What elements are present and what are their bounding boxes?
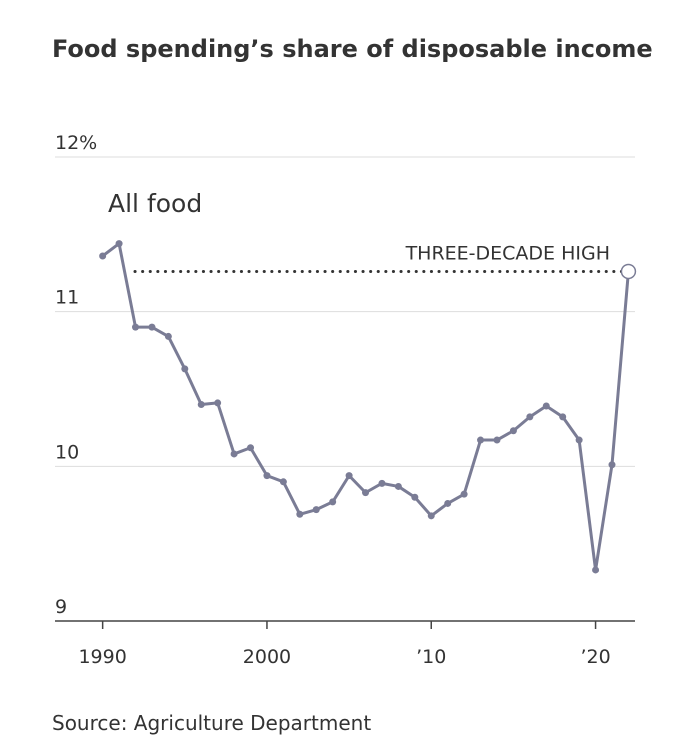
point — [592, 566, 600, 574]
point — [312, 506, 320, 514]
point — [509, 427, 517, 435]
source: Source: Agriculture Department — [52, 711, 371, 735]
point — [362, 489, 370, 497]
point — [329, 498, 337, 506]
point — [575, 436, 583, 444]
point — [115, 240, 123, 248]
point — [164, 332, 172, 340]
point — [148, 323, 156, 331]
point — [378, 479, 386, 487]
point — [411, 493, 419, 501]
point — [263, 472, 271, 480]
series-label: All food — [108, 189, 202, 218]
point — [197, 400, 205, 408]
point — [394, 482, 402, 490]
point — [99, 252, 107, 260]
point — [620, 263, 637, 280]
y-tick-label: 9 — [55, 596, 67, 618]
point — [427, 512, 435, 520]
annotation-label: THREE-DECADE HIGH — [405, 242, 610, 264]
point — [230, 450, 238, 458]
x-tick-label: ’20 — [580, 646, 610, 668]
y-tick-label: 10 — [55, 441, 79, 463]
point — [526, 413, 534, 421]
point — [493, 436, 501, 444]
point — [460, 490, 468, 498]
point — [608, 461, 616, 469]
chart-title: Food spending’s share of disposable inco… — [52, 35, 653, 63]
x-tick-label: 1990 — [78, 646, 126, 668]
point — [214, 399, 222, 407]
y-tick-label: 11 — [55, 287, 79, 309]
point — [132, 323, 140, 331]
y-tick-label: 12% — [55, 132, 97, 154]
point — [559, 413, 567, 421]
point — [345, 472, 353, 480]
x-tick-label: ’10 — [416, 646, 446, 668]
point — [296, 510, 304, 518]
x-tick-label: 2000 — [243, 646, 291, 668]
point — [279, 478, 287, 486]
point — [444, 499, 452, 507]
point — [181, 365, 189, 373]
point — [477, 436, 485, 444]
point — [542, 402, 550, 410]
point — [247, 444, 255, 452]
